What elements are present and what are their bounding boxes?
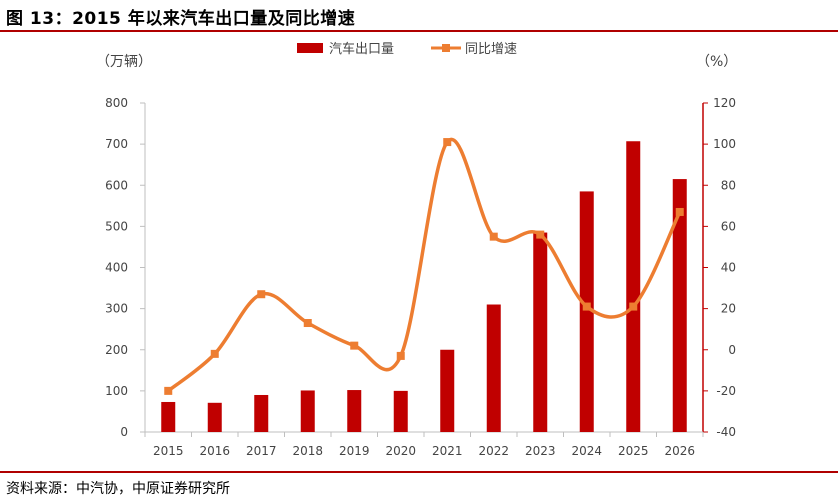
legend-label-bar: 汽车出口量 bbox=[329, 41, 394, 57]
export-volume-bar bbox=[672, 179, 687, 432]
x-tick-label: 2017 bbox=[246, 444, 277, 458]
right-tick-label: 20 bbox=[721, 302, 736, 316]
yoy-growth-marker bbox=[164, 386, 173, 395]
bottom-rule bbox=[0, 471, 838, 473]
right-tick-label: 40 bbox=[721, 261, 736, 275]
yoy-growth-marker bbox=[443, 138, 452, 147]
x-tick-label: 2021 bbox=[432, 444, 463, 458]
left-tick-label: 400 bbox=[105, 261, 128, 275]
yoy-growth-line bbox=[167, 137, 682, 393]
export-volume-bar bbox=[486, 304, 501, 432]
export-volume-bar bbox=[161, 401, 176, 432]
top-rule bbox=[0, 30, 838, 32]
left-tick-label: 200 bbox=[105, 343, 128, 357]
x-tick-label: 2025 bbox=[618, 444, 649, 458]
yoy-growth-marker bbox=[210, 349, 219, 358]
x-tick-label: 2026 bbox=[664, 444, 695, 458]
combo-chart: （万辆） （%） 汽车出口量 同比增速 01002003004005006007… bbox=[96, 41, 737, 458]
export-volume-bar bbox=[254, 394, 269, 432]
yoy-growth-marker bbox=[350, 341, 359, 350]
export-volume-bar bbox=[347, 390, 362, 432]
yoy-growth-marker bbox=[489, 232, 498, 241]
x-tick-label: 2024 bbox=[571, 444, 602, 458]
x-tick-label: 2016 bbox=[199, 444, 230, 458]
left-tick-label: 500 bbox=[105, 219, 128, 233]
x-tick-label: 2019 bbox=[339, 444, 370, 458]
figure-title: 图 13：2015 年以来汽车出口量及同比增速 bbox=[6, 9, 356, 29]
x-tick-label: 2023 bbox=[525, 444, 556, 458]
yoy-growth-marker bbox=[257, 290, 266, 299]
export-volume-bar bbox=[300, 390, 315, 432]
left-axis-unit: （万辆） bbox=[96, 54, 152, 70]
export-volume-bar bbox=[440, 349, 455, 432]
yoy-growth-marker bbox=[582, 302, 591, 311]
yoy-growth-marker bbox=[629, 302, 638, 311]
right-tick-label: -40 bbox=[716, 425, 736, 439]
left-tick-label: 700 bbox=[105, 137, 128, 151]
source-note: 资料来源：中汽协，中原证券研究所 bbox=[6, 481, 230, 497]
x-tick-label: 2022 bbox=[478, 444, 509, 458]
legend-swatch-bar bbox=[297, 43, 323, 53]
left-tick-label: 0 bbox=[120, 425, 128, 439]
legend-swatch-marker bbox=[442, 44, 450, 52]
yoy-growth-marker bbox=[396, 351, 405, 360]
export-volume-bar bbox=[207, 402, 222, 432]
x-tick-label: 2018 bbox=[292, 444, 323, 458]
left-tick-label: 100 bbox=[105, 384, 128, 398]
legend-label-line: 同比增速 bbox=[465, 42, 517, 57]
x-tick-label: 2015 bbox=[153, 444, 184, 458]
right-tick-label: 80 bbox=[721, 178, 736, 192]
right-tick-label: 0 bbox=[728, 343, 736, 357]
export-volume-bar bbox=[533, 232, 548, 432]
left-tick-label: 300 bbox=[105, 302, 128, 316]
right-tick-label: 100 bbox=[713, 137, 736, 151]
yoy-growth-marker bbox=[303, 319, 312, 328]
right-tick-label: 120 bbox=[713, 96, 736, 110]
yoy-growth-marker bbox=[675, 207, 684, 216]
yoy-growth-marker bbox=[536, 230, 545, 239]
right-tick-label: -20 bbox=[716, 384, 736, 398]
right-axis-unit: （%） bbox=[696, 54, 737, 70]
x-tick-label: 2020 bbox=[385, 444, 416, 458]
left-tick-label: 800 bbox=[105, 96, 128, 110]
left-tick-label: 600 bbox=[105, 178, 128, 192]
export-volume-bar bbox=[579, 191, 594, 432]
export-volume-bar bbox=[626, 141, 641, 432]
legend: 汽车出口量 同比增速 bbox=[297, 41, 517, 57]
export-volume-bar bbox=[393, 390, 408, 432]
right-tick-label: 60 bbox=[721, 219, 736, 233]
